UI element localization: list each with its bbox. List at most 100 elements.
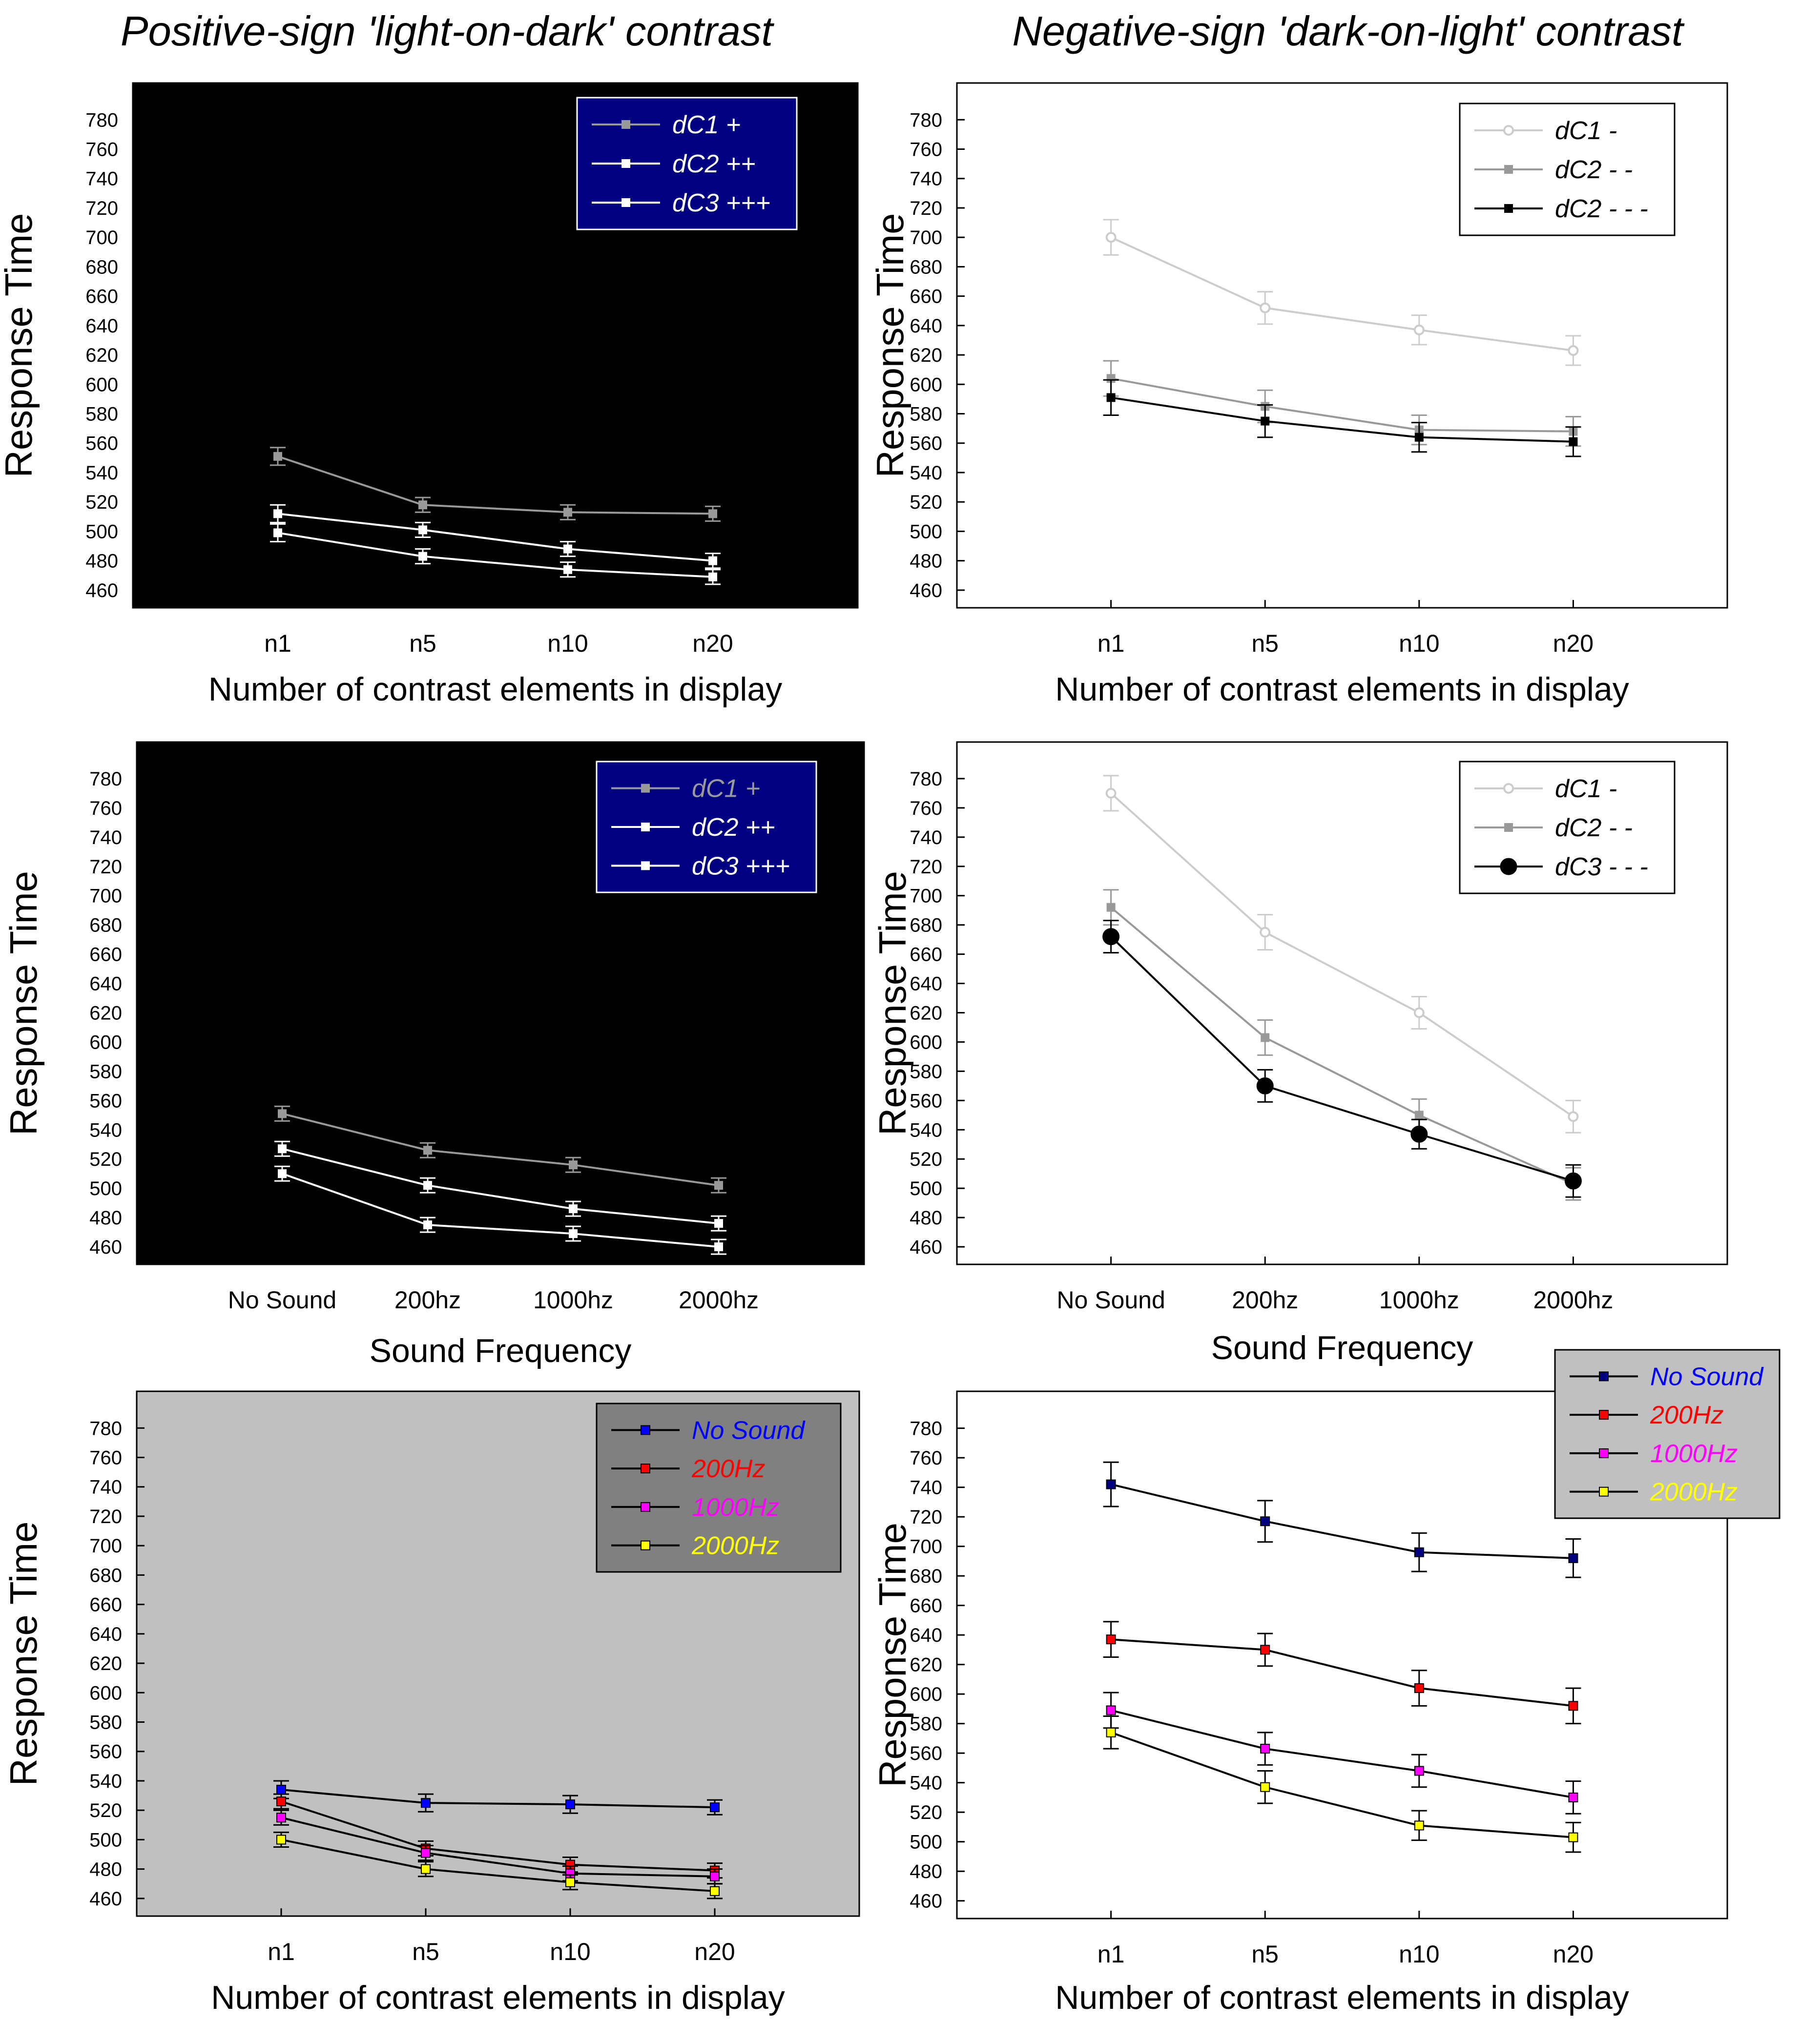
y-tick-label: 780 (910, 1418, 942, 1440)
y-tick-label: 620 (85, 345, 118, 366)
y-tick-label: 720 (910, 856, 942, 878)
y-tick-label: 720 (910, 1507, 942, 1528)
legend-label: 2000Hz (1650, 1478, 1738, 1507)
y-tick-label: 700 (910, 1536, 942, 1558)
series-line (1111, 1483, 1574, 1559)
y-tick-label: 760 (910, 139, 942, 161)
data-point (1414, 1111, 1424, 1120)
legend: dC1 - dC2 - - dC2 - - - (1459, 103, 1676, 236)
y-tick-label: 640 (910, 315, 942, 337)
legend-label: dC2 ++ (692, 813, 775, 842)
legend-label: dC3 +++ (692, 852, 790, 880)
y-tick-label: 560 (85, 433, 118, 454)
x-tick-label: n20 (692, 630, 733, 657)
y-tick-label: 540 (85, 462, 118, 484)
y-tick-label: 740 (910, 827, 942, 848)
series-line (281, 1800, 715, 1872)
data-point (278, 1109, 287, 1118)
y-tick-label: 660 (910, 1595, 942, 1617)
series-line (1110, 907, 1574, 1185)
x-tick-label: n10 (547, 630, 588, 657)
series-line (1111, 1709, 1574, 1798)
x-tick-label: n1 (268, 1938, 295, 1965)
y-axis-label: Response Time (869, 213, 911, 478)
y-tick-label: 680 (89, 1565, 122, 1586)
y-tick-label: 740 (910, 1477, 942, 1499)
y-tick-label: 640 (89, 973, 122, 995)
y-axis-label: Response Time (871, 1523, 914, 1787)
y-axis-label: Response Time (0, 213, 40, 478)
legend-marker (641, 1540, 650, 1550)
data-point (418, 525, 427, 535)
data-point (1105, 232, 1117, 243)
y-tick-label: 500 (910, 521, 942, 542)
legend: dC1 - dC2 - - dC3 - - - (1459, 761, 1676, 894)
left-column-title: Positive-sign 'light-on-dark' contrast (120, 8, 773, 55)
data-point (1261, 1033, 1270, 1042)
y-tick-label: 780 (910, 109, 942, 131)
legend: dC1 + dC2 ++ dC3 +++ (576, 97, 798, 230)
y-tick-label: 520 (910, 1802, 942, 1823)
y-tick-label: 660 (85, 286, 118, 308)
y-tick-label: 600 (910, 1684, 942, 1705)
data-point (1413, 1007, 1425, 1018)
legend-label: 2000Hz (691, 1532, 779, 1560)
data-point (1568, 1111, 1579, 1122)
data-point (708, 572, 717, 581)
y-tick-label: 580 (89, 1061, 122, 1082)
data-point (276, 1835, 286, 1845)
y-tick-label: 540 (910, 1773, 942, 1794)
x-axis-label: Number of contrast elements in display (211, 1979, 785, 2016)
y-tick-label: 620 (89, 1002, 122, 1024)
y-tick-label: 760 (910, 1447, 942, 1469)
data-point (710, 1886, 720, 1896)
y-tick-label: 620 (89, 1653, 122, 1674)
y-tick-label: 560 (910, 1090, 942, 1112)
y-tick-label: 620 (910, 345, 942, 366)
y-tick-label: 460 (910, 1891, 942, 1912)
data-point (418, 552, 427, 561)
data-point (423, 1146, 432, 1155)
chart-4: 460 480 500 520 540 560 580 600 620 640 660 680 700 7… (871, 741, 1728, 1366)
series-line (1111, 396, 1574, 443)
legend: No Sound 200Hz 1000Hz 2000Hz (1554, 1349, 1781, 1519)
y-tick-label: 640 (85, 315, 118, 337)
y-tick-label: 520 (89, 1800, 122, 1821)
x-tick-label: 2000hz (1533, 1286, 1613, 1314)
y-tick-label: 500 (89, 1829, 122, 1851)
data-point (708, 509, 717, 518)
series-1 (273, 1780, 723, 1816)
data-point (708, 556, 717, 565)
legend: No Sound 200Hz 1000Hz 2000Hz (596, 1403, 842, 1573)
series-line (277, 513, 713, 562)
y-tick-label: 560 (89, 1090, 122, 1112)
x-tick-label: 200hz (1232, 1286, 1298, 1314)
data-point (1413, 324, 1425, 335)
y-tick-label: 660 (910, 286, 942, 308)
data-point (1106, 1479, 1116, 1489)
y-tick-label: 460 (910, 580, 942, 601)
series-3 (1103, 379, 1581, 457)
data-point (1568, 1832, 1578, 1842)
x-tick-label: 2000hz (679, 1286, 759, 1314)
y-tick-label: 720 (89, 1506, 122, 1528)
y-tick-label: 540 (89, 1119, 122, 1141)
y-tick-label: 780 (85, 109, 118, 131)
legend-marker (1504, 165, 1513, 174)
data-point (278, 1144, 287, 1154)
data-point (1106, 393, 1116, 402)
legend-marker (1599, 1448, 1609, 1458)
data-point (273, 509, 282, 518)
series-line (282, 1113, 719, 1187)
y-tick-label: 500 (910, 1832, 942, 1853)
legend-label: dC1 - (1555, 775, 1617, 803)
y-tick-label: 600 (910, 1032, 942, 1053)
data-point (1414, 1547, 1424, 1557)
y-tick-label: 600 (85, 374, 118, 395)
y-tick-label: 700 (89, 1535, 122, 1557)
y-tick-label: 680 (910, 915, 942, 936)
legend-marker (1503, 783, 1514, 794)
data-point (276, 1796, 286, 1807)
data-point (1569, 437, 1578, 446)
x-tick-label: n10 (550, 1938, 590, 1965)
